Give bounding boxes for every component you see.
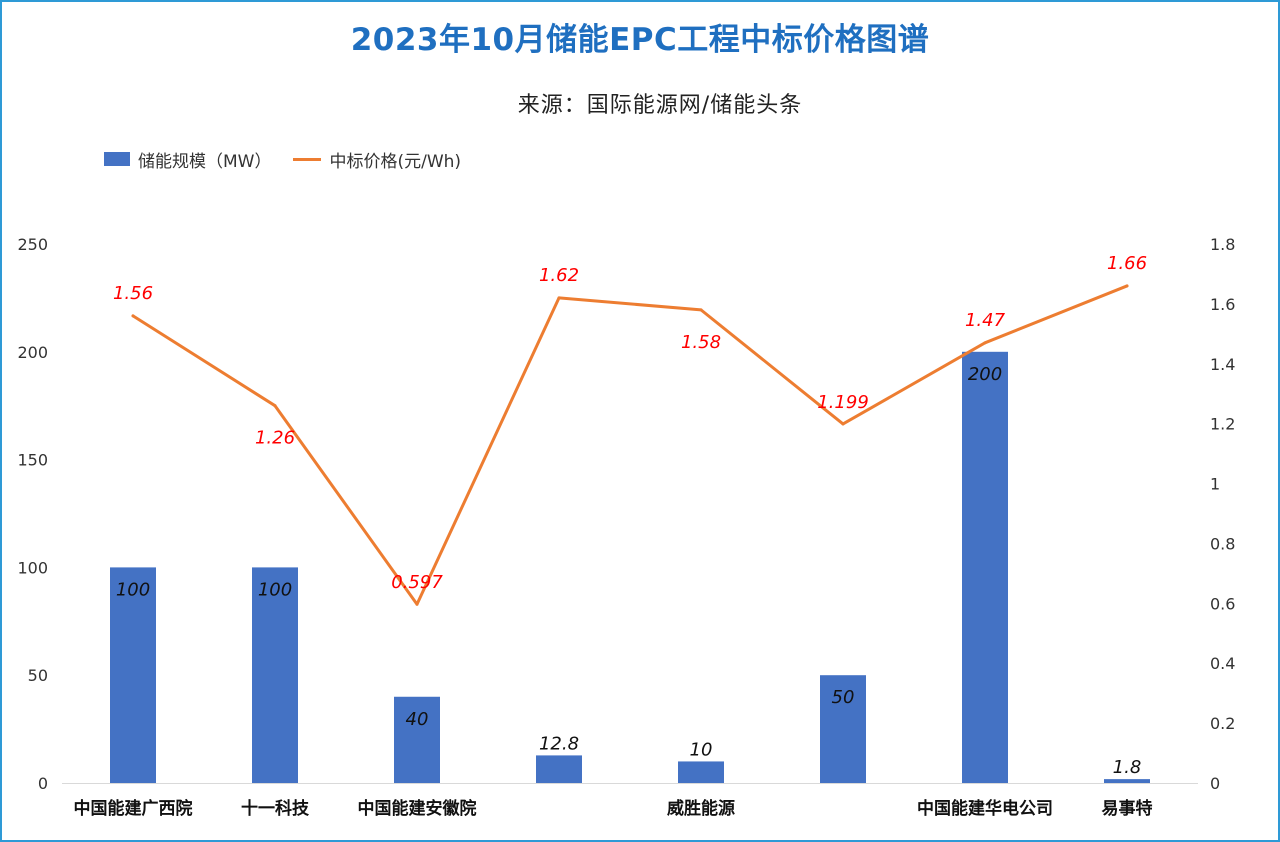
price-data-label: 1.62 xyxy=(539,265,579,286)
bar xyxy=(252,567,298,783)
bar xyxy=(394,696,440,783)
chart-title: 2023年10月储能EPC工程中标价格图谱 xyxy=(350,22,930,58)
y-left-tick-label: 250 xyxy=(17,235,48,254)
legend-swatch-bar xyxy=(104,152,130,166)
y-right-tick-label: 0 xyxy=(1210,774,1220,793)
y-right-tick-label: 0.8 xyxy=(1210,534,1235,553)
price-line-point xyxy=(1125,284,1129,288)
bar-data-label: 40 xyxy=(406,709,429,730)
price-line-point xyxy=(557,296,561,300)
legend-label-price: 中标价格(元/Wh) xyxy=(329,151,462,172)
y-left-tick-label: 0 xyxy=(38,774,48,793)
x-category-label: 易事特 xyxy=(1102,798,1153,819)
y-left-tick-label: 50 xyxy=(28,666,48,685)
x-category-label: 中国能建安徽院 xyxy=(358,798,477,819)
y-left-tick-label: 200 xyxy=(17,343,48,362)
bar-data-label: 200 xyxy=(968,364,1002,385)
x-category-label: 十一科技 xyxy=(241,798,310,819)
bar xyxy=(1104,779,1150,783)
bar-data-label: 12.8 xyxy=(539,733,579,754)
x-category-label: 威胜能源 xyxy=(667,798,735,819)
legend-item-price: 中标价格(元/Wh) xyxy=(293,147,461,172)
bar xyxy=(536,755,582,783)
price-line-point xyxy=(841,422,845,426)
price-data-label: 1.47 xyxy=(965,310,1006,331)
y-right-tick-label: 0.2 xyxy=(1210,714,1235,733)
legend-swatch-line xyxy=(293,157,322,161)
chart-subtitle: 来源：国际能源网/储能头条 xyxy=(517,93,803,118)
price-line-point xyxy=(273,404,277,408)
x-category-label: 中国能建华电公司 xyxy=(917,798,1053,819)
y-right-tick-label: 1.2 xyxy=(1210,415,1235,434)
bar xyxy=(678,761,724,783)
price-data-label: 1.66 xyxy=(1107,253,1147,274)
chart-legend: 储能规模（MW） 中标价格(元/Wh) xyxy=(104,147,483,172)
y-right-tick-label: 1.4 xyxy=(1210,355,1235,374)
price-data-label: 1.56 xyxy=(113,283,153,304)
y-right-tick-label: 1.6 xyxy=(1210,295,1235,314)
legend-label-capacity: 储能规模（MW） xyxy=(138,151,272,172)
bar-data-label: 50 xyxy=(832,687,855,708)
bar-data-label: 1.8 xyxy=(1113,757,1142,778)
price-data-label: 1.26 xyxy=(255,428,295,449)
price-line-point xyxy=(131,314,135,318)
y-left-tick-label: 150 xyxy=(17,451,48,470)
y-left-tick-label: 100 xyxy=(17,558,48,577)
y-right-tick-label: 0.6 xyxy=(1210,594,1235,613)
price-data-label: 0.597 xyxy=(391,572,443,593)
bar-data-label: 10 xyxy=(690,739,713,760)
bar xyxy=(962,351,1008,783)
bar-data-label: 100 xyxy=(258,579,292,600)
bar xyxy=(110,567,156,783)
y-right-tick-label: 1 xyxy=(1210,475,1220,494)
price-data-label: 1.199 xyxy=(817,392,869,413)
price-line-point xyxy=(415,602,419,606)
y-right-tick-label: 1.8 xyxy=(1210,235,1235,254)
y-right-tick-label: 0.4 xyxy=(1210,654,1235,673)
legend-item-capacity: 储能规模（MW） xyxy=(104,147,271,172)
price-data-label: 1.58 xyxy=(681,332,721,353)
bar-data-label: 100 xyxy=(116,579,150,600)
price-line-series xyxy=(131,284,1129,606)
x-category-label: 中国能建广西院 xyxy=(74,798,193,819)
price-line-point xyxy=(699,308,703,312)
price-line-point xyxy=(983,341,987,345)
bar xyxy=(820,675,866,783)
